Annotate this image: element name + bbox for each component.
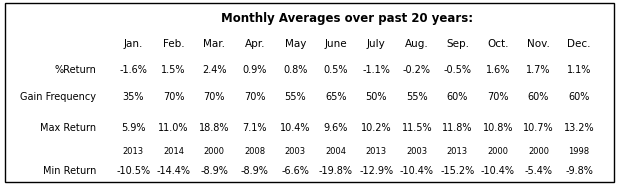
- Text: Apr.: Apr.: [245, 39, 265, 49]
- Text: Mar.: Mar.: [203, 39, 225, 49]
- Text: 10.4%: 10.4%: [280, 123, 311, 133]
- Text: 0.5%: 0.5%: [324, 65, 348, 75]
- Text: -19.8%: -19.8%: [319, 166, 353, 176]
- Text: Oct.: Oct.: [487, 39, 509, 49]
- Text: 50%: 50%: [366, 92, 387, 102]
- Text: 70%: 70%: [204, 92, 225, 102]
- Text: 65%: 65%: [325, 92, 347, 102]
- Text: 60%: 60%: [568, 92, 590, 102]
- Text: 55%: 55%: [285, 92, 306, 102]
- Text: %Return: %Return: [54, 65, 96, 75]
- Text: May: May: [285, 39, 306, 49]
- Text: 0.9%: 0.9%: [243, 65, 267, 75]
- Text: 2.4%: 2.4%: [202, 65, 227, 75]
- Text: 2013: 2013: [366, 147, 387, 156]
- Text: 60%: 60%: [528, 92, 549, 102]
- Text: 2008: 2008: [244, 147, 266, 156]
- Text: 2014: 2014: [163, 147, 184, 156]
- Text: Sep.: Sep.: [446, 39, 469, 49]
- Text: 7.1%: 7.1%: [243, 123, 267, 133]
- Text: -14.4%: -14.4%: [157, 166, 191, 176]
- Text: Aug.: Aug.: [405, 39, 429, 49]
- Text: 18.8%: 18.8%: [199, 123, 230, 133]
- Text: July: July: [367, 39, 386, 49]
- Text: June: June: [324, 39, 347, 49]
- Text: 10.2%: 10.2%: [361, 123, 392, 133]
- Text: 60%: 60%: [447, 92, 468, 102]
- Text: Feb.: Feb.: [163, 39, 184, 49]
- Text: -8.9%: -8.9%: [241, 166, 269, 176]
- Text: -10.4%: -10.4%: [400, 166, 434, 176]
- Text: 2003: 2003: [406, 147, 428, 156]
- Text: 1.6%: 1.6%: [486, 65, 510, 75]
- Text: 5.9%: 5.9%: [121, 123, 145, 133]
- Text: 35%: 35%: [123, 92, 144, 102]
- Text: 9.6%: 9.6%: [324, 123, 348, 133]
- Text: 13.2%: 13.2%: [564, 123, 594, 133]
- Text: Jan.: Jan.: [123, 39, 143, 49]
- Text: 2000: 2000: [488, 147, 508, 156]
- Text: Nov.: Nov.: [527, 39, 550, 49]
- Text: -9.8%: -9.8%: [565, 166, 593, 176]
- Text: Max Return: Max Return: [40, 123, 96, 133]
- Text: Monthly Averages over past 20 years:: Monthly Averages over past 20 years:: [220, 12, 473, 25]
- Text: 10.7%: 10.7%: [523, 123, 554, 133]
- Text: 11.0%: 11.0%: [158, 123, 189, 133]
- Text: 55%: 55%: [406, 92, 428, 102]
- Text: -12.9%: -12.9%: [359, 166, 394, 176]
- Text: 2003: 2003: [285, 147, 306, 156]
- Text: Min Return: Min Return: [43, 166, 96, 176]
- Text: 2004: 2004: [326, 147, 346, 156]
- Text: -0.5%: -0.5%: [443, 65, 472, 75]
- Text: 70%: 70%: [487, 92, 509, 102]
- Text: -0.2%: -0.2%: [403, 65, 431, 75]
- Text: -5.4%: -5.4%: [524, 166, 553, 176]
- Text: -1.1%: -1.1%: [362, 65, 391, 75]
- Text: 1.7%: 1.7%: [526, 65, 551, 75]
- Text: 1998: 1998: [568, 147, 590, 156]
- Text: 11.8%: 11.8%: [442, 123, 473, 133]
- Text: -1.6%: -1.6%: [119, 65, 147, 75]
- Text: 11.5%: 11.5%: [402, 123, 432, 133]
- Text: -6.6%: -6.6%: [281, 166, 310, 176]
- Text: 2013: 2013: [447, 147, 468, 156]
- Text: 0.8%: 0.8%: [283, 65, 308, 75]
- Text: 2000: 2000: [204, 147, 225, 156]
- Text: -10.5%: -10.5%: [116, 166, 150, 176]
- Text: Gain Frequency: Gain Frequency: [20, 92, 96, 102]
- Text: 2013: 2013: [123, 147, 144, 156]
- Text: 1.1%: 1.1%: [567, 65, 591, 75]
- Text: 70%: 70%: [244, 92, 266, 102]
- Text: 2000: 2000: [528, 147, 549, 156]
- Text: -10.4%: -10.4%: [481, 166, 515, 176]
- Text: 1.5%: 1.5%: [162, 65, 186, 75]
- Text: 10.8%: 10.8%: [483, 123, 513, 133]
- Text: Dec.: Dec.: [568, 39, 591, 49]
- Text: -8.9%: -8.9%: [200, 166, 228, 176]
- Text: 70%: 70%: [163, 92, 184, 102]
- Text: -15.2%: -15.2%: [440, 166, 475, 176]
